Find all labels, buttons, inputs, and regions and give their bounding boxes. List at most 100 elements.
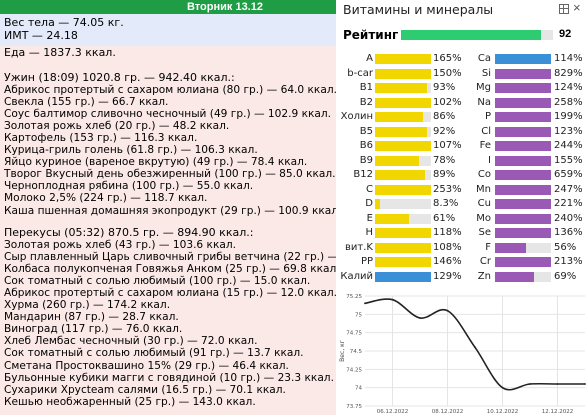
vitamin-row[interactable]: B2 102% [337,97,587,109]
mineral-name: Cu [477,198,491,209]
dinner-item[interactable]: Черноплодная рябина (100 гр.) — 55.0 кка… [4,180,254,193]
vitamin-bar-fill [375,242,431,253]
vitamin-bar-fill [375,199,380,209]
vitamin-name: B12 [353,169,373,180]
vitamin-bar [375,184,431,195]
vitamin-bar [375,141,431,151]
snack-item[interactable]: Кешью необжаренный (25 гр.) — 143.0 ккал… [4,395,256,408]
dinner-item[interactable]: Золотая рожь хлеб (20 гр.) — 48.2 ккал. [4,119,230,132]
mineral-bar-fill [495,112,551,122]
mineral-row[interactable]: Zn 69% [337,271,587,283]
snack-item[interactable]: Бульонные кубики магги с говядиной (10 г… [4,371,334,384]
vitamin-row[interactable]: H 118% [337,227,587,239]
vitamin-bar-fill [375,228,431,238]
vitamin-row[interactable]: Холин 86% [337,111,587,123]
snack-item[interactable]: Сыр плавленный Царь сливочный грибы ветч… [4,250,336,263]
y-tick-label: 73.75 [346,404,362,410]
dinner-item[interactable]: Яйцо куриное (вареное вкрутую) (49 гр.) … [4,156,308,169]
vitamin-name: вит.K [345,241,373,253]
grid-icon[interactable] [559,4,569,14]
vitamin-row[interactable]: B1 93% [337,82,587,94]
mineral-row[interactable]: Mo 240% [337,213,587,225]
mineral-percent: 659% [554,169,583,180]
snacks-header[interactable]: Перекусы (05:32) 870.5 гр. — 894.90 ккал… [4,226,254,239]
vitamin-bar [375,257,431,267]
vitamin-row[interactable]: E 61% [337,213,587,225]
vitamin-percent: 165% [433,53,462,64]
vitamin-row[interactable]: b-car 150% [337,68,587,80]
mineral-row[interactable]: F 56% [337,242,587,254]
mineral-row[interactable]: Ca 114% [337,53,587,65]
vitamin-row[interactable]: B9 78% [337,155,587,167]
mineral-row[interactable]: Se 136% [337,227,587,239]
mineral-bar [495,155,551,166]
y-tick-label: 74.25 [346,367,362,373]
snack-item[interactable]: Хурма (260 гр.) — 174.2 ккал. [4,299,171,311]
vitamin-bar-fill [375,54,431,64]
dinner-item[interactable]: Свекла (155 гр.) — 66.7 ккал. [4,95,169,108]
mineral-bar-fill [495,257,551,267]
vitamin-row[interactable]: D 8.3% [337,198,587,210]
mineral-row[interactable]: Cl 123% [337,126,587,138]
snack-item[interactable]: Сметана Простоквашино 15% (29 гр.) — 46.… [4,359,289,372]
vitamin-row[interactable]: PP 146% [337,256,587,268]
mineral-row[interactable]: Si 829% [337,68,587,80]
dinner-item[interactable]: Творог Вкусный день обезжиренный (100 гр… [4,168,336,181]
mineral-name: Ca [477,53,491,64]
vitamin-row[interactable]: B5 92% [337,126,587,138]
vitamin-percent: 92% [433,125,456,137]
vitamin-row[interactable]: B12 89% [337,169,587,181]
weight-point [419,317,421,319]
snack-item[interactable]: Сок томатный с солью любимый (100 гр.) —… [4,274,311,287]
weight-point [501,386,504,389]
mineral-row[interactable]: I 155% [337,155,587,167]
dinner-item[interactable]: Абрикос протертый с сахаром юлиана (80 г… [4,83,336,96]
weight-point [446,309,449,312]
dinner-item[interactable]: Курица-гриль голень (61.8 гр.) — 106.3 к… [4,144,258,156]
mineral-bar-fill [495,199,551,209]
dinner-header[interactable]: Ужин (18:09) 1020.8 гр. — 942.40 ккал.: [4,71,235,84]
food-total: Еда — 1837.3 ккал. [4,46,116,59]
mineral-row[interactable]: Mg 124% [337,82,587,94]
vitamin-percent: 8.3% [433,198,459,209]
mineral-row[interactable]: P 199% [337,111,587,123]
vitamin-percent: 253% [433,183,462,195]
vitamin-name: Калий [340,270,373,282]
dinner-item[interactable]: Каша пшенная домашняя экопродукт (29 гр.… [4,204,336,217]
panel-title: Витамины и минералы [343,2,494,17]
vitamin-percent: 146% [433,256,462,267]
mineral-name: Co [477,169,491,180]
snack-item[interactable]: Сухарики Хрусteam салями (16.5 гр.) — 70… [4,383,286,396]
dinner-item[interactable]: Молоко 2,5% (224 гр.) — 118.7 ккал. [4,192,208,205]
snack-item[interactable]: Абрикос протертый с сахаром юлиана (15 г… [4,286,336,299]
vitamin-row[interactable]: Калий 129% [337,271,587,283]
vitamin-percent: 129% [433,270,462,282]
x-tick-label: 12.12.2022 [542,409,574,415]
vitamin-bar-fill [375,170,425,180]
snack-item[interactable]: Колбаса полукопченая Говяжья Анком (25 г… [4,262,336,275]
snack-item[interactable]: Золотая рожь хлеб (43 гр.) — 103.6 ккал. [4,238,236,251]
mineral-row[interactable]: Fe 244% [337,140,587,152]
close-icon[interactable]: × [573,0,581,15]
vitamin-row[interactable]: C 253% [337,184,587,196]
vitamin-bar-fill [375,213,410,224]
vitamin-row[interactable]: A 165% [337,53,587,65]
vitamin-bar [375,242,431,253]
mineral-percent: 114% [554,53,583,64]
mineral-row[interactable]: Na 258% [337,97,587,109]
vitamin-row[interactable]: вит.K 108% [337,242,587,254]
mineral-percent: 829% [554,67,583,79]
dinner-item[interactable]: Соус балтимор сливочно чесночный (49 гр.… [4,107,332,120]
snack-item[interactable]: Виноград (117 гр.) — 76.0 ккал. [4,323,183,336]
mineral-row[interactable]: Mn 247% [337,184,587,196]
vitamin-row[interactable]: B6 107% [337,140,587,152]
mineral-row[interactable]: Cr 213% [337,256,587,268]
day-title[interactable]: Вторник 13.12 [187,1,263,13]
y-tick-label: 74.5 [350,349,363,355]
snack-item[interactable]: Мандарин (87 гр.) — 28.7 ккал. [4,311,179,324]
mineral-row[interactable]: Co 659% [337,169,587,181]
snack-item[interactable]: Хлеб Лембас чесночный (30 гр.) — 72.0 кк… [4,335,258,348]
snack-item[interactable]: Сок томатный с солью любимый (91 гр.) — … [4,347,304,360]
mineral-row[interactable]: Cu 221% [337,198,587,210]
dinner-item[interactable]: Картофель (153 гр.) — 116.3 ккал. [4,131,198,144]
